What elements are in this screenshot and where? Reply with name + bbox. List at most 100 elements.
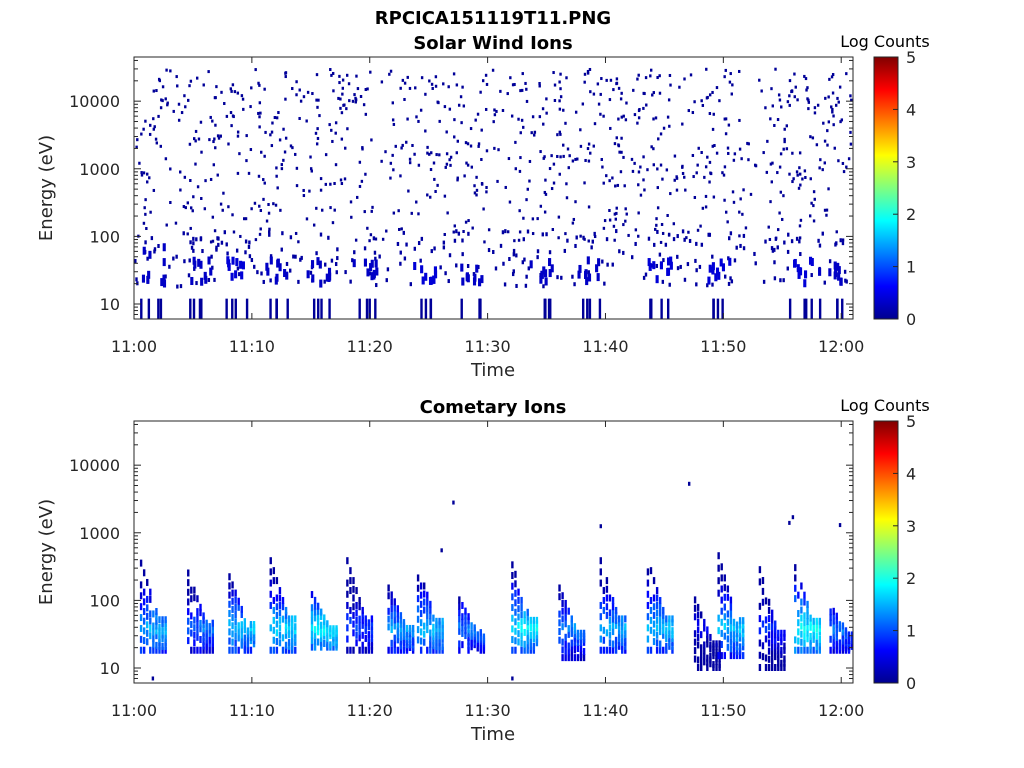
count-cell	[453, 118, 456, 122]
count-cell	[491, 68, 495, 72]
count-cell	[349, 646, 352, 654]
count-cell	[783, 634, 786, 642]
count-cell	[565, 196, 569, 200]
count-cell	[429, 606, 432, 614]
count-cell	[149, 617, 152, 625]
count-cell	[669, 192, 672, 196]
count-cell	[823, 139, 827, 143]
count-cell	[599, 557, 602, 565]
count-cell	[770, 643, 774, 651]
count-cell	[536, 249, 540, 254]
count-cell	[526, 623, 529, 631]
count-cell	[838, 621, 842, 629]
count-cell	[653, 242, 656, 247]
count-cell	[350, 215, 353, 219]
count-cell	[437, 101, 440, 105]
count-cell	[280, 247, 283, 252]
count-cell	[526, 632, 529, 640]
count-cell	[243, 646, 247, 654]
count-cell	[767, 225, 770, 229]
count-cell	[818, 621, 821, 629]
count-cell	[272, 577, 276, 585]
count-cell	[706, 155, 709, 159]
count-cell	[624, 207, 627, 211]
count-cell	[833, 146, 836, 150]
count-cell	[533, 133, 536, 137]
count-cell	[433, 246, 436, 251]
count-cell	[517, 621, 520, 629]
count-cell	[256, 270, 259, 275]
count-cell	[637, 183, 640, 187]
count-cell	[187, 273, 191, 278]
count-cell	[432, 161, 436, 165]
count-cell	[715, 86, 719, 90]
count-cell	[164, 97, 167, 101]
count-cell	[405, 630, 409, 638]
count-cell	[319, 630, 323, 638]
count-cell	[723, 574, 726, 582]
count-cell	[627, 233, 630, 237]
count-cell	[250, 207, 253, 211]
count-cell	[838, 646, 842, 654]
count-cell	[202, 620, 205, 628]
count-cell	[703, 652, 706, 660]
count-cell	[612, 88, 615, 92]
count-cell	[535, 631, 539, 639]
count-cell	[639, 193, 643, 197]
count-cell	[809, 177, 812, 181]
count-cell	[809, 623, 812, 631]
count-cell	[197, 137, 201, 141]
count-cell	[445, 130, 448, 134]
count-cell	[153, 247, 157, 252]
count-cell	[228, 573, 231, 581]
count-cell	[620, 115, 623, 119]
count-cell	[727, 151, 730, 155]
count-cell	[438, 646, 441, 654]
count-cell	[438, 621, 441, 629]
count-cell	[401, 78, 405, 82]
count-cell	[715, 649, 718, 657]
count-cell	[234, 639, 237, 647]
count-cell	[274, 276, 278, 285]
count-cell	[543, 190, 547, 194]
count-cell	[617, 627, 621, 635]
count-cell	[767, 598, 771, 606]
count-cell	[783, 137, 786, 141]
count-cell	[272, 626, 276, 634]
count-cell	[602, 181, 605, 185]
count-cell	[460, 298, 463, 319]
count-cell	[311, 92, 314, 96]
count-cell	[237, 634, 240, 642]
count-cell	[696, 611, 700, 619]
count-cell	[800, 582, 803, 590]
count-cell	[696, 656, 700, 664]
count-cell	[315, 251, 318, 256]
count-cell	[315, 142, 319, 146]
count-cell	[195, 237, 198, 242]
count-cell	[615, 81, 619, 85]
count-cell	[417, 163, 421, 167]
count-cell	[621, 634, 624, 642]
count-cell	[423, 622, 426, 630]
count-cell	[476, 644, 479, 652]
count-cell	[364, 623, 367, 631]
count-cell	[608, 179, 611, 183]
count-cell	[544, 192, 548, 196]
count-cell	[776, 171, 779, 175]
count-cell	[602, 596, 606, 604]
count-cell	[815, 143, 819, 147]
count-cell	[599, 524, 602, 529]
count-cell	[801, 177, 804, 181]
count-cell	[364, 112, 368, 116]
count-cell	[359, 94, 363, 98]
count-cell	[228, 609, 231, 617]
count-cell	[456, 139, 460, 143]
count-cell	[825, 213, 828, 217]
count-cell	[507, 157, 511, 161]
count-cell	[479, 642, 482, 650]
count-cell	[358, 615, 361, 623]
count-cell	[294, 254, 297, 259]
count-cell	[565, 76, 568, 80]
count-cell	[140, 132, 143, 136]
count-cell	[764, 635, 768, 643]
